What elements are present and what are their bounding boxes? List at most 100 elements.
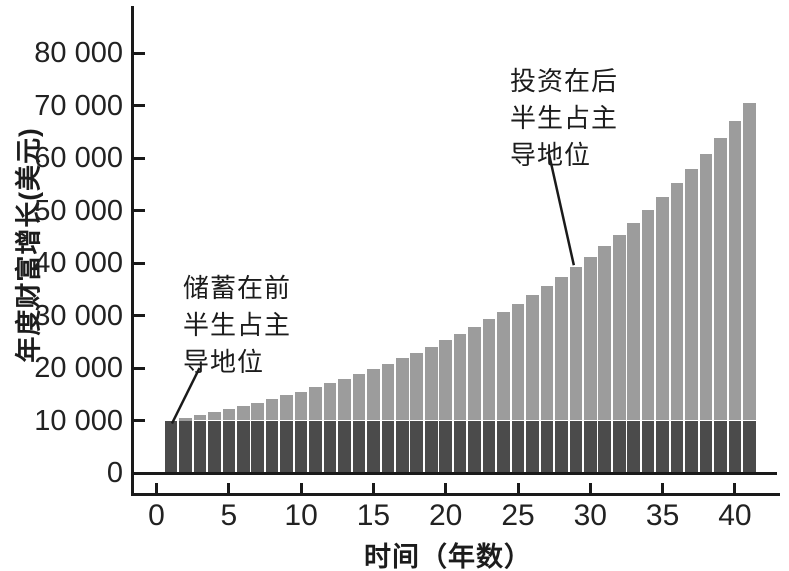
- bar-savings-segment: [526, 420, 539, 473]
- bar-investment-segment: [497, 311, 510, 421]
- x-tick-label: 10: [284, 499, 318, 532]
- annotation-investment-line1: 投资在后: [510, 66, 619, 96]
- bar-savings-segment: [439, 420, 452, 473]
- bar-savings-segment: [743, 420, 756, 473]
- y-tick-label: 40 000: [34, 247, 123, 279]
- x-tick-label: 15: [356, 499, 391, 532]
- bar-investment-segment: [439, 340, 452, 421]
- x-tick: [227, 483, 231, 493]
- bar-investment-segment: [641, 210, 655, 421]
- annotation-savings-line2: 半生占主: [183, 310, 292, 340]
- y-tick: [134, 209, 145, 212]
- y-tick-label: 10 000: [34, 404, 123, 437]
- bar-investment-segment: [251, 402, 264, 421]
- bar-savings-segment: [381, 420, 395, 473]
- bar-savings-segment: [569, 420, 583, 473]
- bar-investment-segment: [323, 383, 337, 421]
- bar-investment-segment: [743, 103, 756, 421]
- y-tick: [134, 156, 145, 160]
- bar-investment-segment: [309, 387, 322, 421]
- bar-investment-segment: [236, 405, 250, 421]
- bar-investment-segment: [410, 352, 424, 421]
- bar-investment-segment: [482, 319, 496, 421]
- bar-savings-segment: [338, 420, 351, 473]
- bar-savings-segment: [208, 420, 221, 473]
- bar-savings-segment: [685, 420, 698, 473]
- bar-investment-segment: [612, 234, 626, 421]
- bar-investment-segment: [367, 369, 380, 421]
- bar-savings-segment: [511, 420, 525, 473]
- bar-savings-segment: [453, 420, 467, 473]
- bar-savings-segment: [367, 420, 380, 473]
- bar-savings-segment: [236, 420, 250, 473]
- bar-investment-segment: [294, 391, 308, 421]
- y-tick-label: 70 000: [34, 89, 123, 122]
- bar-investment-segment: [526, 295, 539, 421]
- bar-investment-segment: [555, 276, 568, 421]
- y-tick-label: 80 000: [34, 37, 123, 69]
- bar-investment-segment: [280, 395, 293, 421]
- bar-savings-segment: [265, 420, 279, 473]
- y-tick: [134, 261, 145, 265]
- bar-investment-segment: [584, 256, 597, 421]
- x-tick-label: 40: [718, 499, 752, 532]
- y-tick-label: 20 000: [34, 352, 123, 384]
- x-tick: [444, 483, 448, 493]
- bar-investment-segment: [352, 374, 366, 421]
- bar-investment-segment: [468, 326, 481, 421]
- bar-savings-segment: [497, 420, 510, 473]
- bar-savings-segment: [179, 420, 192, 473]
- annotation-investment-line3: 导地位: [510, 140, 592, 170]
- bar-investment-segment: [193, 415, 207, 421]
- y-tick: [134, 51, 145, 55]
- bar-investment-segment: [670, 183, 684, 421]
- bar-investment-segment: [381, 363, 395, 421]
- bar-savings-segment: [670, 420, 684, 473]
- bar-investment-segment: [540, 286, 554, 421]
- y-tick: [134, 104, 145, 107]
- bar-investment-segment: [656, 197, 669, 421]
- bar-savings-segment: [555, 420, 568, 473]
- bar-savings-segment: [410, 420, 424, 473]
- bar-savings-segment: [294, 420, 308, 473]
- bar-savings-segment: [352, 420, 366, 473]
- bar-investment-segment: [424, 346, 438, 421]
- x-tick-label: 30: [573, 499, 607, 532]
- bar-savings-segment: [714, 420, 727, 473]
- bar-investment-segment: [699, 153, 713, 421]
- bar-savings-segment: [728, 420, 742, 473]
- x-tick-label: 5: [220, 499, 238, 532]
- bar-investment-segment: [208, 412, 221, 421]
- bar-investment-segment: [627, 222, 640, 421]
- bar-savings-segment: [323, 420, 337, 473]
- bar-savings-segment: [656, 420, 669, 473]
- x-tick: [733, 483, 737, 493]
- bar-savings-segment: [396, 420, 409, 473]
- bar-savings-segment: [598, 420, 612, 473]
- x-tick: [661, 483, 665, 493]
- bar-savings-segment: [641, 420, 655, 473]
- zero-baseline: [134, 472, 777, 475]
- bar-savings-segment: [164, 420, 178, 473]
- y-tick: [134, 419, 145, 422]
- x-tick: [371, 483, 375, 493]
- x-tick: [155, 483, 158, 493]
- y-tick-label: 30 000: [34, 299, 123, 332]
- bar-savings-segment: [627, 420, 640, 473]
- bar-investment-segment: [265, 399, 279, 421]
- bar-investment-segment: [714, 137, 727, 421]
- y-tick: [134, 314, 145, 317]
- annotation-savings-line1: 储蓄在前: [183, 273, 292, 303]
- y-tick-label: 0: [106, 457, 123, 489]
- bar-savings-segment: [699, 420, 713, 473]
- bar-savings-segment: [482, 420, 496, 473]
- bar-investment-segment: [728, 120, 742, 421]
- bar-investment-segment: [511, 303, 525, 421]
- x-tick-label: 20: [429, 499, 463, 532]
- bar-savings-segment: [280, 420, 293, 473]
- x-tick: [516, 483, 520, 493]
- bar-investment-segment: [222, 409, 236, 421]
- y-axis-spine: [131, 6, 134, 496]
- bar-savings-segment: [251, 420, 264, 473]
